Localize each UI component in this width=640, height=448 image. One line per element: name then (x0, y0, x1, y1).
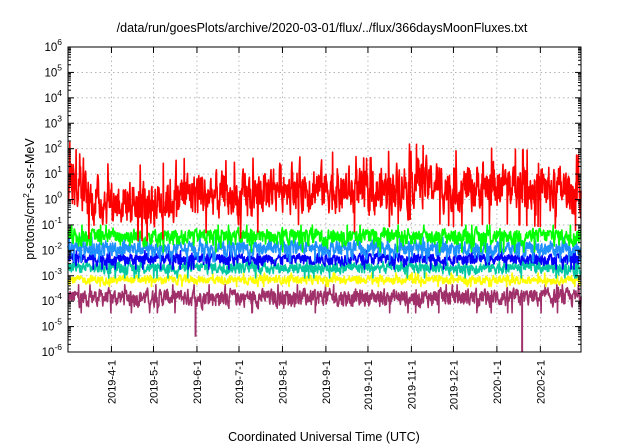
y-tick-exponent: 0 (57, 190, 62, 200)
x-axis-tick-labels: 2019-4-1 2019-5-1 2019-6-1 2019-7-1 2019-8-1… (106, 360, 547, 410)
series-layer (67, 141, 582, 352)
y-tick-label: 10-1 (42, 215, 63, 232)
y-tick-label: 10-6 (42, 342, 63, 359)
x-tick-label: 2019-6-1 (192, 360, 204, 404)
x-tick-label: 2019-7-1 (234, 360, 246, 404)
y-tick-label: 10-4 (42, 291, 63, 308)
flux-series-line (67, 141, 582, 242)
y-tick-base: 10 (44, 67, 57, 79)
flux-series-line (67, 250, 582, 270)
y-axis-label-superscript: 2 (21, 193, 31, 198)
y-tick-base: 10 (42, 347, 55, 359)
y-tick-base: 10 (44, 118, 57, 130)
y-tick-label: 10-5 (42, 317, 63, 334)
y-tick-exponent: -2 (54, 240, 62, 250)
y-tick-base: 10 (44, 195, 57, 207)
y-tick-exponent: -6 (54, 342, 62, 352)
y-tick-exponent: -4 (54, 291, 62, 301)
y-tick-exponent: -3 (54, 266, 62, 276)
y-tick-base: 10 (44, 42, 57, 54)
x-tick-label: 2020-2-1 (535, 360, 547, 404)
y-tick-label: 106 (44, 37, 62, 54)
chart-title: /data/run/goesPlots/archive/2020-03-01/f… (117, 21, 528, 35)
flux-series-line (67, 272, 582, 288)
y-tick-base: 10 (42, 322, 55, 334)
y-tick-exponent: 5 (57, 62, 62, 72)
y-tick-exponent: 4 (57, 88, 62, 98)
y-tick-label: 104 (44, 88, 62, 105)
y-axis-tick-labels: 10-610-510-410-310-210-11001011021031041… (42, 37, 63, 359)
y-tick-label: 101 (44, 164, 62, 181)
y-tick-exponent: 1 (57, 164, 62, 174)
y-tick-exponent: 2 (57, 139, 62, 149)
y-tick-base: 10 (44, 169, 57, 181)
flux-series-line (67, 224, 582, 253)
x-tick-label: 2019-11-1 (406, 360, 418, 409)
x-tick-label: 2019-4-1 (106, 360, 118, 404)
flux-series-line (67, 284, 582, 314)
x-tick-label: 2019-5-1 (149, 360, 161, 404)
y-tick-base: 10 (44, 93, 57, 105)
y-axis-label: protons/cm2-s-sr-MeV (21, 138, 37, 260)
y-tick-exponent: 6 (57, 37, 62, 47)
y-axis-label-prefix: protons/cm (23, 198, 37, 260)
y-tick-exponent: 3 (57, 113, 62, 123)
flux-series-line (67, 236, 582, 263)
y-tick-base: 10 (42, 245, 55, 257)
axis-ticks (68, 46, 581, 353)
y-tick-base: 10 (42, 271, 55, 283)
x-tick-label: 2019-8-1 (277, 360, 289, 404)
y-tick-label: 10-3 (42, 266, 63, 283)
x-tick-label: 2019-10-1 (363, 360, 375, 410)
y-tick-base: 10 (42, 296, 55, 308)
y-tick-label: 102 (44, 139, 62, 156)
y-tick-base: 10 (44, 144, 57, 156)
y-axis-label-suffix: -s-sr-MeV (23, 138, 37, 194)
y-tick-exponent: -5 (54, 317, 62, 327)
y-tick-label: 105 (44, 62, 62, 79)
y-tick-label: 100 (44, 190, 62, 207)
x-tick-label: 2020-1-1 (492, 360, 504, 404)
y-tick-base: 10 (42, 220, 55, 232)
y-tick-label: 10-2 (42, 240, 63, 257)
y-tick-label: 103 (44, 113, 62, 130)
x-tick-label: 2019-9-1 (321, 360, 333, 404)
y-tick-exponent: -1 (54, 215, 62, 225)
x-axis-label: Coordinated Universal Time (UTC) (228, 430, 420, 444)
x-tick-label: 2019-12-1 (448, 360, 460, 410)
